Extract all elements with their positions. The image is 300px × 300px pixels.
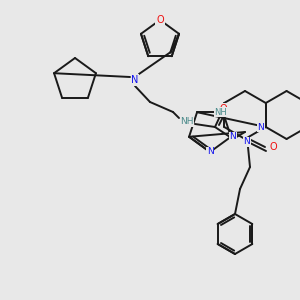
- Text: N: N: [230, 132, 236, 141]
- Text: NH: NH: [214, 108, 227, 117]
- Text: O: O: [219, 104, 227, 114]
- Text: NH: NH: [180, 118, 194, 127]
- Text: N: N: [257, 122, 264, 131]
- Text: N: N: [131, 75, 139, 85]
- Text: N: N: [244, 137, 250, 146]
- Text: O: O: [269, 142, 277, 152]
- Text: O: O: [156, 15, 164, 25]
- Text: N: N: [207, 148, 213, 157]
